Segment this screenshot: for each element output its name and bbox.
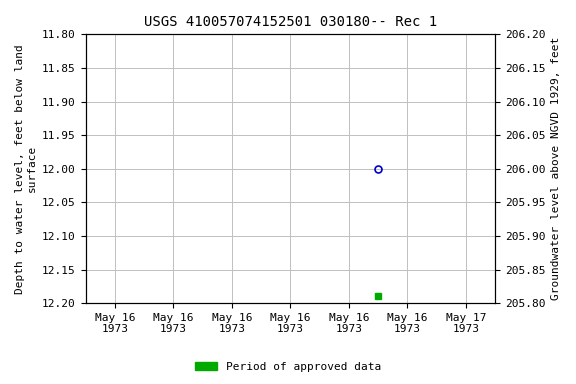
Title: USGS 410057074152501 030180-- Rec 1: USGS 410057074152501 030180-- Rec 1 <box>144 15 437 29</box>
Y-axis label: Depth to water level, feet below land
surface: Depth to water level, feet below land su… <box>15 44 37 294</box>
Legend: Period of approved data: Period of approved data <box>191 358 385 377</box>
Y-axis label: Groundwater level above NGVD 1929, feet: Groundwater level above NGVD 1929, feet <box>551 37 561 300</box>
